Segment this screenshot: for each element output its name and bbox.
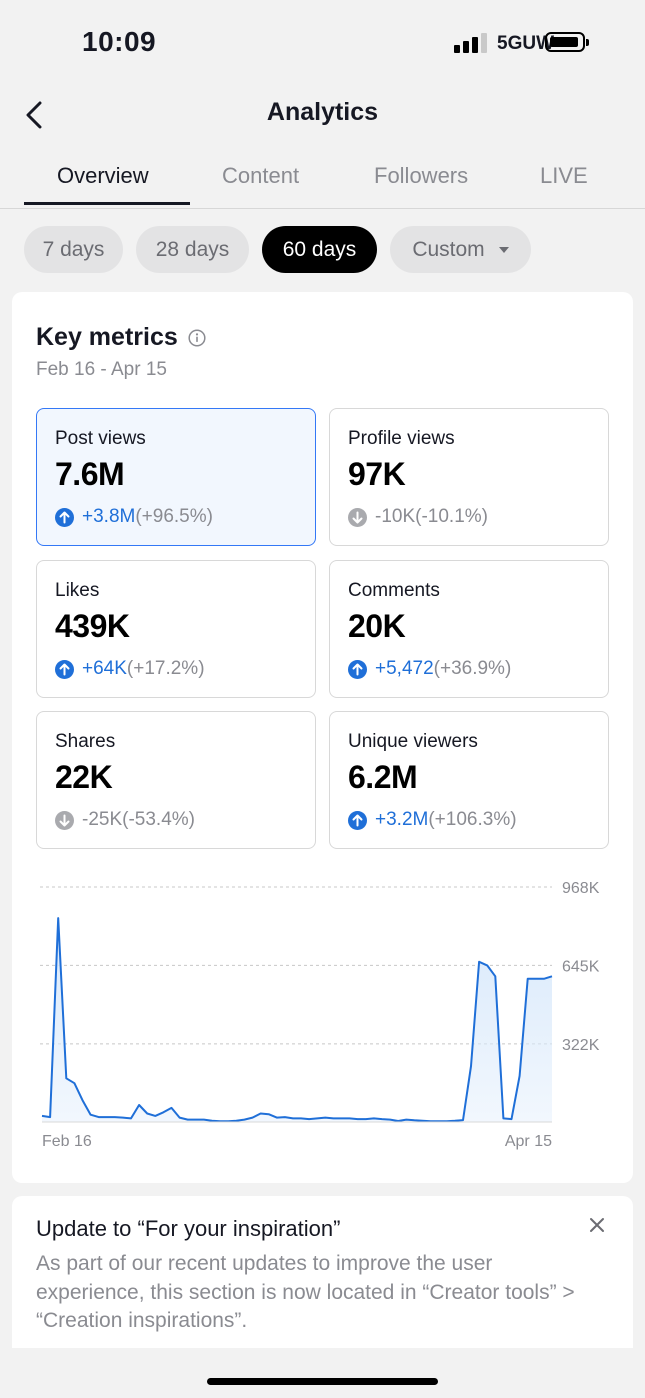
- status-bar: 10:09 5GUW: [0, 0, 645, 90]
- metric-percent: (-10.1%): [415, 506, 488, 527]
- metric-label: Comments: [348, 580, 440, 601]
- y-tick-label: 968K: [562, 880, 600, 897]
- date-range-label: Feb 16 - Apr 15: [36, 359, 167, 380]
- metric-comments[interactable]: Comments 20K +5,472 (+36.9%): [329, 560, 609, 698]
- metric-value: 7.6M: [55, 456, 125, 492]
- info-icon[interactable]: [188, 329, 206, 347]
- metric-label: Unique viewers: [348, 731, 478, 752]
- metric-shares[interactable]: Shares 22K -25K (-53.4%): [36, 711, 316, 849]
- tab-bar: Overview Content Followers LIVE: [0, 155, 645, 209]
- chip-label: 60 days: [282, 237, 357, 261]
- metric-delta: +3.2M: [375, 809, 429, 830]
- filter-7-days[interactable]: 7 days: [24, 226, 123, 273]
- metric-change: +5,472 (+36.9%): [348, 658, 511, 680]
- home-indicator: [207, 1378, 438, 1385]
- arrow-up-circle-icon: [55, 507, 74, 527]
- metric-percent: (-53.4%): [122, 809, 195, 830]
- metric-delta: +3.8M: [82, 506, 136, 527]
- arrow-up-circle-icon: [55, 659, 74, 679]
- metric-value: 439K: [55, 608, 130, 644]
- metric-post-views[interactable]: Post views 7.6M +3.8M (+96.5%): [36, 408, 316, 546]
- page-title: Analytics: [266, 98, 379, 126]
- series-line: [41, 917, 553, 1123]
- metric-percent: (+106.3%): [428, 809, 517, 830]
- arrow-up-circle-icon: [348, 810, 367, 830]
- x-tick-label: Feb 16: [42, 1133, 92, 1150]
- tab-followers[interactable]: Followers: [374, 163, 469, 188]
- arrow-down-circle-icon: [55, 810, 74, 830]
- metric-value: 6.2M: [348, 759, 418, 795]
- metric-percent: (+96.5%): [135, 506, 213, 527]
- caret-down-icon: [498, 246, 509, 253]
- network-label: 5GUW: [497, 33, 554, 54]
- metric-percent: (+17.2%): [126, 658, 205, 679]
- arrow-up-circle-icon: [348, 659, 367, 679]
- chevron-left-icon[interactable]: [22, 98, 48, 132]
- metric-change: +3.8M (+96.5%): [55, 506, 213, 528]
- tab-live[interactable]: LIVE: [540, 163, 588, 188]
- metric-label: Post views: [55, 428, 146, 449]
- arrow-down-circle-icon: [348, 507, 367, 527]
- status-time: 10:09: [82, 26, 157, 57]
- filter-60-days[interactable]: 60 days: [262, 226, 377, 273]
- metric-delta: -10K: [375, 506, 416, 527]
- metric-delta: +64K: [82, 658, 127, 679]
- filter-custom-dropdown[interactable]: Custom: [390, 226, 531, 273]
- battery-icon: [545, 32, 589, 52]
- key-metrics-card: Key metrics Feb 16 - Apr 15 Post views 7.…: [12, 292, 633, 1183]
- metric-change: -10K (-10.1%): [348, 506, 488, 528]
- metric-value: 97K: [348, 456, 406, 492]
- key-metrics-title: Key metrics: [36, 323, 178, 351]
- metric-label: Shares: [55, 731, 116, 752]
- y-tick-label: 322K: [562, 1037, 600, 1054]
- metric-label: Profile views: [348, 428, 455, 449]
- notice-body: As part of our recent updates to improve…: [36, 1252, 575, 1332]
- x-tick-label: Apr 15: [505, 1133, 552, 1150]
- notice-title: Update to “For your inspiration”: [36, 1216, 341, 1241]
- metric-value: 22K: [55, 759, 113, 795]
- metric-delta: -25K: [82, 809, 123, 830]
- series-area: [42, 918, 552, 1122]
- update-notice: Update to “For your inspiration” As part…: [12, 1196, 633, 1348]
- tab-overview[interactable]: Overview: [57, 163, 149, 188]
- filter-28-days[interactable]: 28 days: [136, 226, 249, 273]
- chip-label: 7 days: [42, 237, 105, 261]
- tab-content[interactable]: Content: [222, 163, 300, 188]
- y-tick-label: 645K: [562, 958, 600, 975]
- metric-likes[interactable]: Likes 439K +64K (+17.2%): [36, 560, 316, 698]
- metric-label: Likes: [55, 580, 100, 601]
- metric-change: +64K (+17.2%): [55, 658, 205, 680]
- metric-profile-views[interactable]: Profile views 97K -10K (-10.1%): [329, 408, 609, 546]
- chip-label: 28 days: [155, 237, 230, 261]
- metric-delta: +5,472: [375, 658, 434, 679]
- metric-change: +3.2M (+106.3%): [348, 809, 517, 831]
- metric-percent: (+36.9%): [433, 658, 512, 679]
- metric-value: 20K: [348, 608, 406, 644]
- chip-label: Custom: [412, 237, 485, 261]
- close-icon[interactable]: [588, 1216, 606, 1234]
- metric-change: -25K (-53.4%): [55, 809, 195, 831]
- active-tab-indicator: [24, 202, 190, 205]
- nav-bar: Analytics: [0, 90, 645, 140]
- post-views-chart: 968K 645K 322K Feb 16 Apr 15: [40, 880, 600, 1150]
- metric-unique-viewers[interactable]: Unique viewers 6.2M +3.2M (+106.3%): [329, 711, 609, 849]
- cellular-signal-icon: [454, 33, 490, 53]
